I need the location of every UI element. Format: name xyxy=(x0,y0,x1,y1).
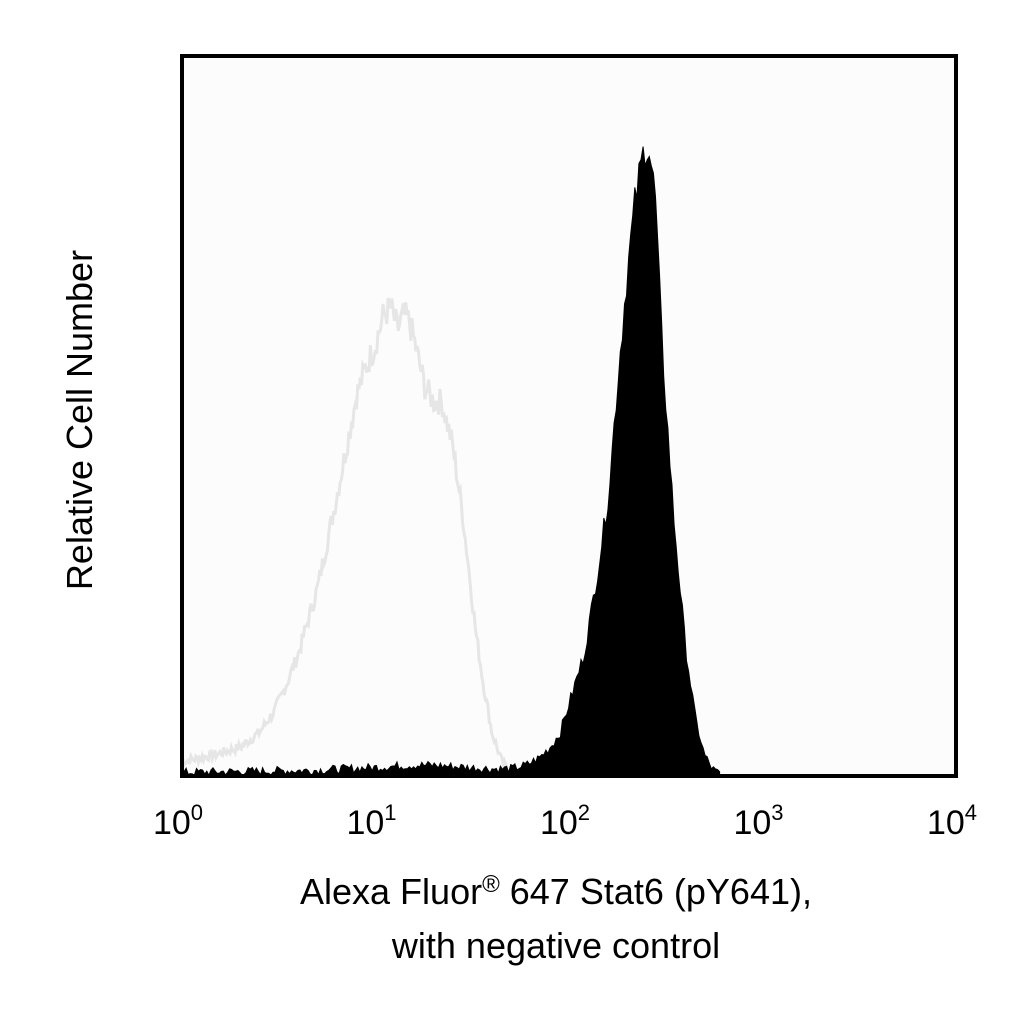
x-tick-label-1: 101 xyxy=(346,800,396,842)
registered-mark: ® xyxy=(482,871,500,898)
x-tick-label-2: 102 xyxy=(540,800,590,842)
x-tick-label-0: 100 xyxy=(153,800,203,842)
plot-area xyxy=(182,56,956,776)
y-axis-label: Relative Cell Number xyxy=(59,250,100,590)
x-axis-label-line-1: Alexa Fluor® 647 Stat6 (pY641), xyxy=(300,871,812,912)
x-axis-label-line-2: with negative control xyxy=(391,925,720,966)
plot-frame xyxy=(180,54,958,778)
histogram-series-0 xyxy=(181,297,513,777)
x-tick-label-4: 104 xyxy=(927,800,977,842)
x-tick-label-3: 103 xyxy=(733,800,783,842)
x-axis-ticks: 100 101 102 103 104 xyxy=(153,800,977,842)
